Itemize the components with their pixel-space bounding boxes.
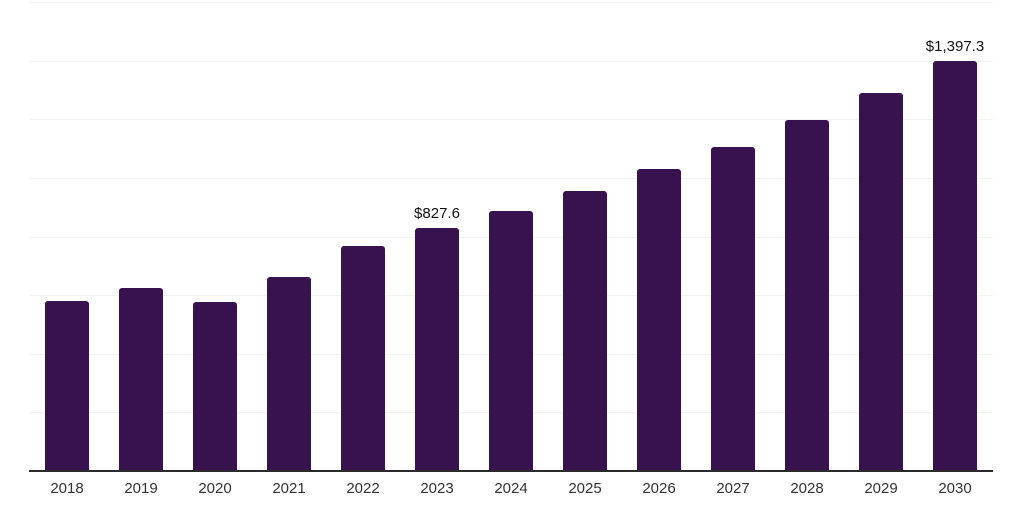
bar-2025 (563, 191, 607, 471)
bar-2021 (267, 277, 311, 471)
plot-area: $827.6 $1,397.3 (29, 2, 993, 471)
x-tick-2021: 2021 (272, 480, 306, 497)
value-label-2023: $827.6 (414, 205, 460, 222)
bar-2022 (341, 246, 385, 471)
gridline-1600 (29, 2, 993, 3)
x-tick-2020: 2020 (198, 480, 232, 497)
gridline-1200 (29, 119, 993, 121)
bar-2024 (489, 211, 533, 471)
x-tick-2024: 2024 (494, 480, 528, 497)
x-tick-2028: 2028 (790, 480, 824, 497)
bar-2028 (785, 120, 829, 471)
gridline-1000 (29, 177, 993, 179)
x-tick-2018: 2018 (50, 480, 84, 497)
gridline-1400 (29, 60, 993, 62)
bar-2018 (45, 301, 89, 471)
bar-2027 (711, 147, 755, 471)
x-tick-2022: 2022 (346, 480, 380, 497)
bar-2030 (933, 61, 977, 471)
x-tick-2026: 2026 (642, 480, 676, 497)
x-tick-2019: 2019 (124, 480, 158, 497)
x-tick-2030: 2030 (938, 480, 972, 497)
value-label-2030: $1,397.3 (925, 38, 985, 55)
bar-2029 (859, 93, 903, 471)
bar-2026 (637, 169, 681, 471)
bar-2023 (415, 228, 459, 471)
bar-2020 (193, 302, 237, 471)
x-axis-line (29, 470, 993, 472)
x-tick-2025: 2025 (568, 480, 602, 497)
bar-2019 (119, 288, 163, 471)
x-tick-2029: 2029 (864, 480, 898, 497)
x-tick-2027: 2027 (716, 480, 750, 497)
x-tick-2023: 2023 (420, 480, 454, 497)
